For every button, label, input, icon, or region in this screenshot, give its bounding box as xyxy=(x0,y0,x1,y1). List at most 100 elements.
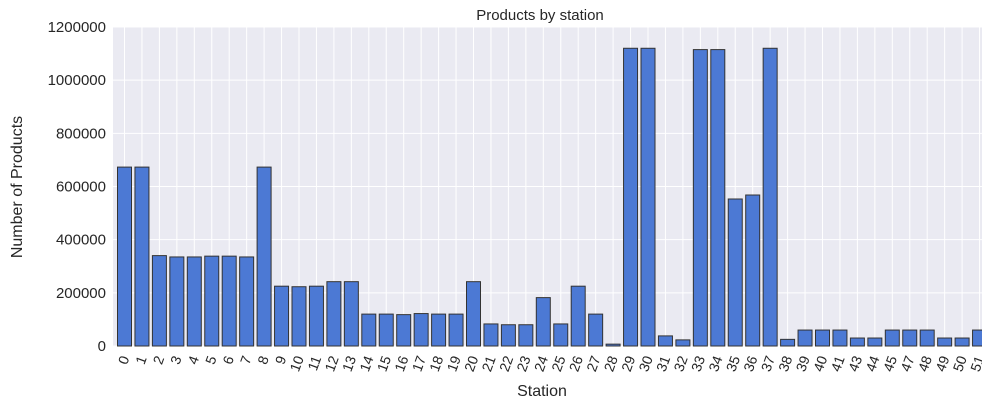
y-tick-label: 400000 xyxy=(56,232,106,249)
y-tick-label: 1000000 xyxy=(48,72,106,89)
x-tick-label: 11 xyxy=(304,353,324,372)
x-tick-label: 0 xyxy=(115,353,133,366)
x-tick-label: 27 xyxy=(583,353,603,373)
bar-station-33 xyxy=(692,49,708,347)
bar-station-36 xyxy=(745,194,761,347)
y-tick-label: 800000 xyxy=(56,125,106,142)
x-tick-label: 29 xyxy=(618,353,638,373)
bar-station-15 xyxy=(378,313,394,347)
y-tick-label: 600000 xyxy=(56,179,106,196)
x-tick-label: 4 xyxy=(184,353,202,366)
x-tick-label: 40 xyxy=(810,353,830,373)
bar-station-23 xyxy=(518,324,534,347)
x-tick-label: 7 xyxy=(237,353,255,366)
bar-station-20 xyxy=(466,281,481,347)
bar-station-39 xyxy=(797,329,813,347)
y-tick-label: 1200000 xyxy=(48,19,106,36)
bar-station-9 xyxy=(274,285,290,347)
x-tick-label: 41 xyxy=(827,353,847,373)
x-tick-label: 26 xyxy=(566,353,586,373)
bar-station-8 xyxy=(256,166,272,347)
x-tick-label: 6 xyxy=(219,353,237,366)
x-tick-label: 30 xyxy=(635,353,655,373)
bar-station-49 xyxy=(937,337,953,347)
y-tick-label: 0 xyxy=(98,338,106,355)
bar-station-24 xyxy=(535,297,551,347)
bar-station-0 xyxy=(117,166,132,347)
x-tick-label: 23 xyxy=(513,353,533,373)
bar-station-22 xyxy=(500,324,516,347)
x-tick-label: 3 xyxy=(167,353,185,366)
x-tick-label: 24 xyxy=(531,353,551,373)
bar-station-44 xyxy=(867,337,883,347)
bar-station-32 xyxy=(675,339,691,347)
x-tick-label: 22 xyxy=(496,353,516,373)
bar-station-10 xyxy=(291,286,307,347)
bar-station-3 xyxy=(169,256,185,347)
bar-station-18 xyxy=(431,313,447,347)
bar-station-27 xyxy=(588,313,604,347)
bar-station-4 xyxy=(186,256,202,347)
bar-station-41 xyxy=(832,329,848,347)
x-tick-label: 2 xyxy=(150,353,168,366)
x-tick-label: 1 xyxy=(132,353,150,366)
x-tick-label: 28 xyxy=(601,353,621,373)
x-tick-label: 31 xyxy=(653,353,673,373)
x-tick-labels: 0 1 2 3 4 5 6 7 8 9101112131415161718192021222324… xyxy=(115,353,982,373)
x-tick-label: 45 xyxy=(880,353,900,373)
x-tick-label: 21 xyxy=(478,353,498,373)
x-tick-label: 38 xyxy=(775,353,795,373)
bar-station-43 xyxy=(849,337,865,347)
x-tick-label: 50 xyxy=(950,353,970,373)
x-tick-label: 14 xyxy=(356,353,376,373)
x-tick-label: 39 xyxy=(793,353,813,373)
x-tick-label: 10 xyxy=(286,353,306,373)
x-tick-label: 19 xyxy=(444,353,464,373)
x-tick-label: 16 xyxy=(391,353,411,373)
bar-station-11 xyxy=(308,285,324,347)
bar-station-29 xyxy=(623,47,639,347)
x-tick-label: 32 xyxy=(670,353,690,373)
x-axis-label: Station xyxy=(517,383,567,400)
x-tick-label: 17 xyxy=(409,353,429,373)
y-axis-label: Number of Products xyxy=(9,116,26,258)
x-tick-label: 44 xyxy=(862,353,882,373)
x-tick-label: 12 xyxy=(321,353,341,373)
bar-station-7 xyxy=(239,256,255,347)
bars xyxy=(117,47,982,347)
x-tick-label: 51 xyxy=(967,353,982,373)
bar-station-2 xyxy=(151,255,167,347)
x-tick-label: 33 xyxy=(688,353,708,373)
x-tick-label: 37 xyxy=(758,353,778,373)
bar-station-35 xyxy=(727,198,743,347)
x-tick-label: 34 xyxy=(705,353,725,373)
bar-station-47 xyxy=(902,329,918,347)
y-tick-label: 200000 xyxy=(56,285,106,302)
bar-station-50 xyxy=(954,337,970,347)
x-tick-label: 35 xyxy=(723,353,743,373)
bar-station-13 xyxy=(343,281,359,347)
bar-station-48 xyxy=(919,329,935,347)
x-tick-label: 9 xyxy=(272,353,290,366)
bar-station-31 xyxy=(657,335,673,347)
bar-station-30 xyxy=(640,47,656,347)
bar-station-51 xyxy=(972,329,982,347)
bar-station-34 xyxy=(710,49,726,347)
bar-station-26 xyxy=(570,285,586,347)
bar-station-40 xyxy=(815,329,830,347)
x-tick-label: 5 xyxy=(202,353,220,366)
bar-station-5 xyxy=(204,255,220,347)
bar-station-16 xyxy=(396,314,412,347)
bar-station-6 xyxy=(221,255,237,347)
x-tick-label: 36 xyxy=(740,353,760,373)
bar-station-45 xyxy=(884,329,900,347)
bar-station-19 xyxy=(448,313,464,347)
bar-station-28 xyxy=(605,343,621,347)
chart-title: Products by station xyxy=(476,7,604,24)
x-tick-label: 8 xyxy=(254,353,272,366)
x-tick-label: 48 xyxy=(915,353,935,373)
x-tick-label: 13 xyxy=(339,353,359,373)
x-tick-label: 49 xyxy=(932,353,952,373)
y-tick-labels: 0 200000 400000 600000 800000 1000000 1200000 xyxy=(48,19,106,355)
